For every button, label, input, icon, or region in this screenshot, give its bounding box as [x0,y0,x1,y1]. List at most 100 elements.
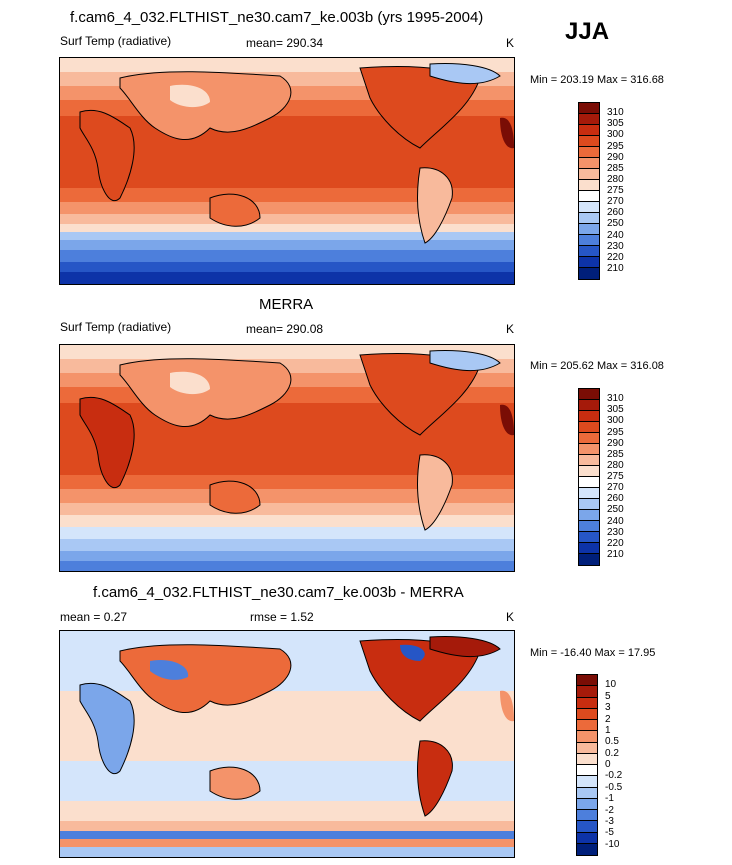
colorbar-tick-label: 0.2 [605,747,619,759]
colorbar-swatch [577,810,597,822]
colorbar-tick-label: 250 [607,504,624,516]
colorbar-swatch [579,411,599,422]
colorbar-tick-label: -10 [605,838,620,850]
colorbar-swatch [577,697,597,709]
colorbar-tick-label: 0 [605,759,611,770]
panel-3-minmax: Min = -16.40 Max = 17.95 [530,647,656,659]
colorbar-swatch [579,521,599,532]
panel-2-colorbar [578,388,600,566]
colorbar-swatch [577,720,597,732]
colorbar-swatch [579,532,599,543]
panel-1-units: K [506,36,515,50]
colorbar-swatch [579,543,599,554]
panel-1-map [59,57,515,285]
colorbar-swatch [577,708,597,720]
colorbar-tick-label: -3 [605,815,614,827]
panel-2-left-label: Surf Temp (radiative) [60,320,172,334]
colorbar-tick-label: 230 [607,240,624,252]
colorbar-tick-label: 280 [607,173,624,185]
colorbar-swatch [579,477,599,488]
colorbar-swatch [579,466,599,477]
colorbar-tick-label: -5 [605,827,614,839]
colorbar-swatch [579,191,599,202]
colorbar-swatch [577,776,597,788]
colorbar-tick-label: 220 [607,537,624,549]
colorbar-swatch [577,787,597,799]
colorbar-swatch [579,158,599,169]
colorbar-tick-label: -2 [605,804,614,816]
colorbar-tick-label: 10 [605,679,617,691]
colorbar-swatch [577,686,597,698]
colorbar-tick-label: 305 [607,404,624,416]
colorbar-swatch [577,821,597,833]
colorbar-tick-label: 210 [607,262,624,274]
colorbar-swatch [579,488,599,499]
panel-3-title: f.cam6_4_032.FLTHIST_ne30.cam7_ke.003b -… [93,584,464,601]
colorbar-tick-label: 5 [605,690,611,702]
colorbar-tick-label: 260 [607,207,624,219]
panel-1-title: f.cam6_4_032.FLTHIST_ne30.cam7_ke.003b (… [70,9,484,26]
panel-3-rmse-label: rmse = 1.52 [250,610,314,624]
colorbar-swatch [579,202,599,213]
panel-1-left-label: Surf Temp (radiative) [60,34,172,48]
panel-1-mean-label: mean= 290.34 [246,36,324,50]
colorbar-tick-label: 2 [605,713,611,725]
colorbar-swatch [579,389,599,400]
colorbar-swatch [577,675,597,687]
panel-3-mean-label: mean = 0.27 [60,610,128,624]
colorbar-swatch [579,422,599,433]
colorbar-tick-label: 275 [607,471,624,482]
colorbar-swatch [579,499,599,510]
colorbar-tick-label: 295 [607,140,624,152]
colorbar-swatch [577,843,597,855]
colorbar-tick-label: -1 [605,793,614,805]
colorbar-swatch [579,455,599,466]
colorbar-swatch [579,554,599,565]
season-label: JJA [565,18,610,45]
colorbar-swatch [579,235,599,246]
colorbar-tick-label: 295 [607,426,624,438]
colorbar-tick-label: 290 [607,437,624,449]
panel-2-map-svg [60,345,514,571]
colorbar-tick-label: 270 [607,482,624,494]
colorbar-swatch [579,180,599,191]
colorbar-swatch [579,510,599,521]
panel-3-colorbar [576,674,598,856]
colorbar-swatch [579,125,599,136]
colorbar-swatch [579,147,599,158]
colorbar-swatch [579,433,599,444]
colorbar-tick-label: 240 [607,229,624,241]
colorbar-swatch [577,765,597,777]
colorbar-tick-label: 250 [607,218,624,230]
colorbar-swatch [577,753,597,765]
colorbar-tick-label: 285 [607,448,624,460]
colorbar-tick-label: 280 [607,459,624,471]
colorbar-tick-label: 260 [607,493,624,505]
panel-2-minmax: Min = 205.62 Max = 316.08 [530,360,664,372]
colorbar-swatch [579,103,599,114]
colorbar-swatch [577,798,597,810]
colorbar-swatch [577,742,597,754]
colorbar-tick-label: 275 [607,185,624,196]
colorbar-swatch [579,268,599,279]
colorbar-tick-label: 1 [605,724,611,736]
colorbar-tick-label: 285 [607,162,624,174]
panel-2-units: K [506,322,515,336]
panel-2-title: MERRA [259,296,314,313]
panel-3-colorbar-labels: 10 5 3 2 1 0.5 0.2 0 -0.2 -0.5 -1 -2 -3 -5 -10 [605,674,635,856]
panel-3-units: K [506,610,515,624]
colorbar-tick-label: 230 [607,526,624,538]
panel-1-colorbar [578,102,600,280]
colorbar-swatch [579,136,599,147]
colorbar-swatch [579,400,599,411]
panel-2-map [59,344,515,572]
colorbar-tick-label: 220 [607,251,624,263]
colorbar-swatch [579,257,599,268]
colorbar-tick-label: 210 [607,548,624,560]
colorbar-swatch [579,213,599,224]
colorbar-tick-label: 290 [607,151,624,163]
colorbar-tick-label: 3 [605,702,611,714]
panel-2-mean-label: mean= 290.08 [246,322,324,336]
colorbar-swatch [579,444,599,455]
colorbar-tick-label: 300 [607,415,624,427]
